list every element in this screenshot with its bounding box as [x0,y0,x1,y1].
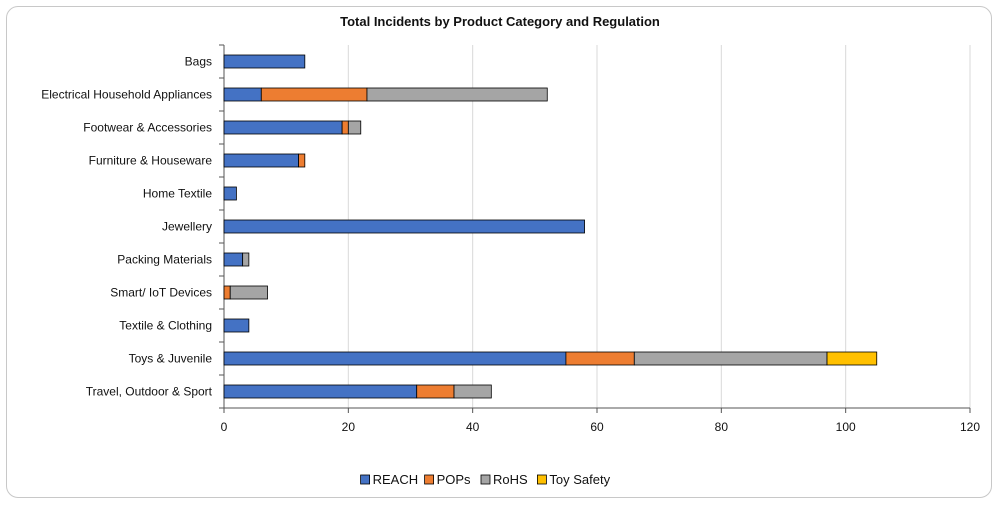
category-label: Smart/ IoT Devices [110,286,212,300]
bar-segment-reach [223,120,343,135]
bar-segment-reach [223,153,299,168]
bar-segment-toy-safety [826,351,878,366]
x-tick-labels: 0 20 40 60 80 100 120 [221,420,981,434]
bar-segment-rohs [453,384,492,399]
bar-segment-pops [298,153,306,168]
bar-segment-pops [565,351,635,366]
category-label: Home Textile [143,187,212,201]
bar-segment-pops [341,120,349,135]
bar-segment-reach [223,186,237,201]
chart-title: Total Incidents by Product Category and … [340,14,660,29]
bar-segment-rohs [366,87,548,102]
x-tick-label: 120 [960,420,980,434]
legend-label-pops: POPs [437,472,471,487]
category-label: Textile & Clothing [119,319,212,333]
x-tick-label: 60 [590,420,604,434]
bar-segment-reach [223,219,585,234]
category-label: Bags [185,55,212,69]
bar-segment-reach [223,351,567,366]
bar-segment-rohs [242,252,250,267]
category-label: Travel, Outdoor & Sport [86,385,213,399]
bar-segment-reach [223,252,244,267]
bar-segment-pops [260,87,368,102]
x-tick-label: 0 [221,420,228,434]
bar-segment-reach [223,54,306,69]
legend-label-reach: REACH [373,472,419,487]
category-label: Footwear & Accessories [83,121,212,135]
category-label: Furniture & Houseware [89,154,213,168]
bar-segment-pops [416,384,455,399]
legend-swatch-toy-safety [537,474,547,485]
legend-label-toy-safety: Toy Safety [549,472,610,487]
legend-swatch-pops [424,474,435,485]
bar-segment-reach [223,87,262,102]
category-label: Jewellery [162,220,212,234]
bar-segment-rohs [229,285,268,300]
legend: REACH POPs RoHS Toy Safety [360,472,611,487]
bar-segment-reach [223,384,418,399]
category-label: Packing Materials [117,253,212,267]
bars [223,54,878,399]
legend-swatch-reach [360,474,371,485]
bar-segment-rohs [633,351,828,366]
legend-swatch-rohs [480,474,491,485]
category-labels: Bags Electrical Household Appliances Footw… [41,55,212,399]
bar-segment-pops [223,285,231,300]
category-label: Toys & Juvenile [129,352,213,366]
legend-label-rohs: RoHS [493,472,528,487]
x-tick-label: 100 [836,420,856,434]
x-tick-label: 20 [342,420,356,434]
category-label: Electrical Household Appliances [41,88,212,102]
bar-segment-reach [223,318,250,333]
bar-segment-rohs [347,120,362,135]
x-tick-label: 80 [715,420,729,434]
x-tick-label: 40 [466,420,480,434]
